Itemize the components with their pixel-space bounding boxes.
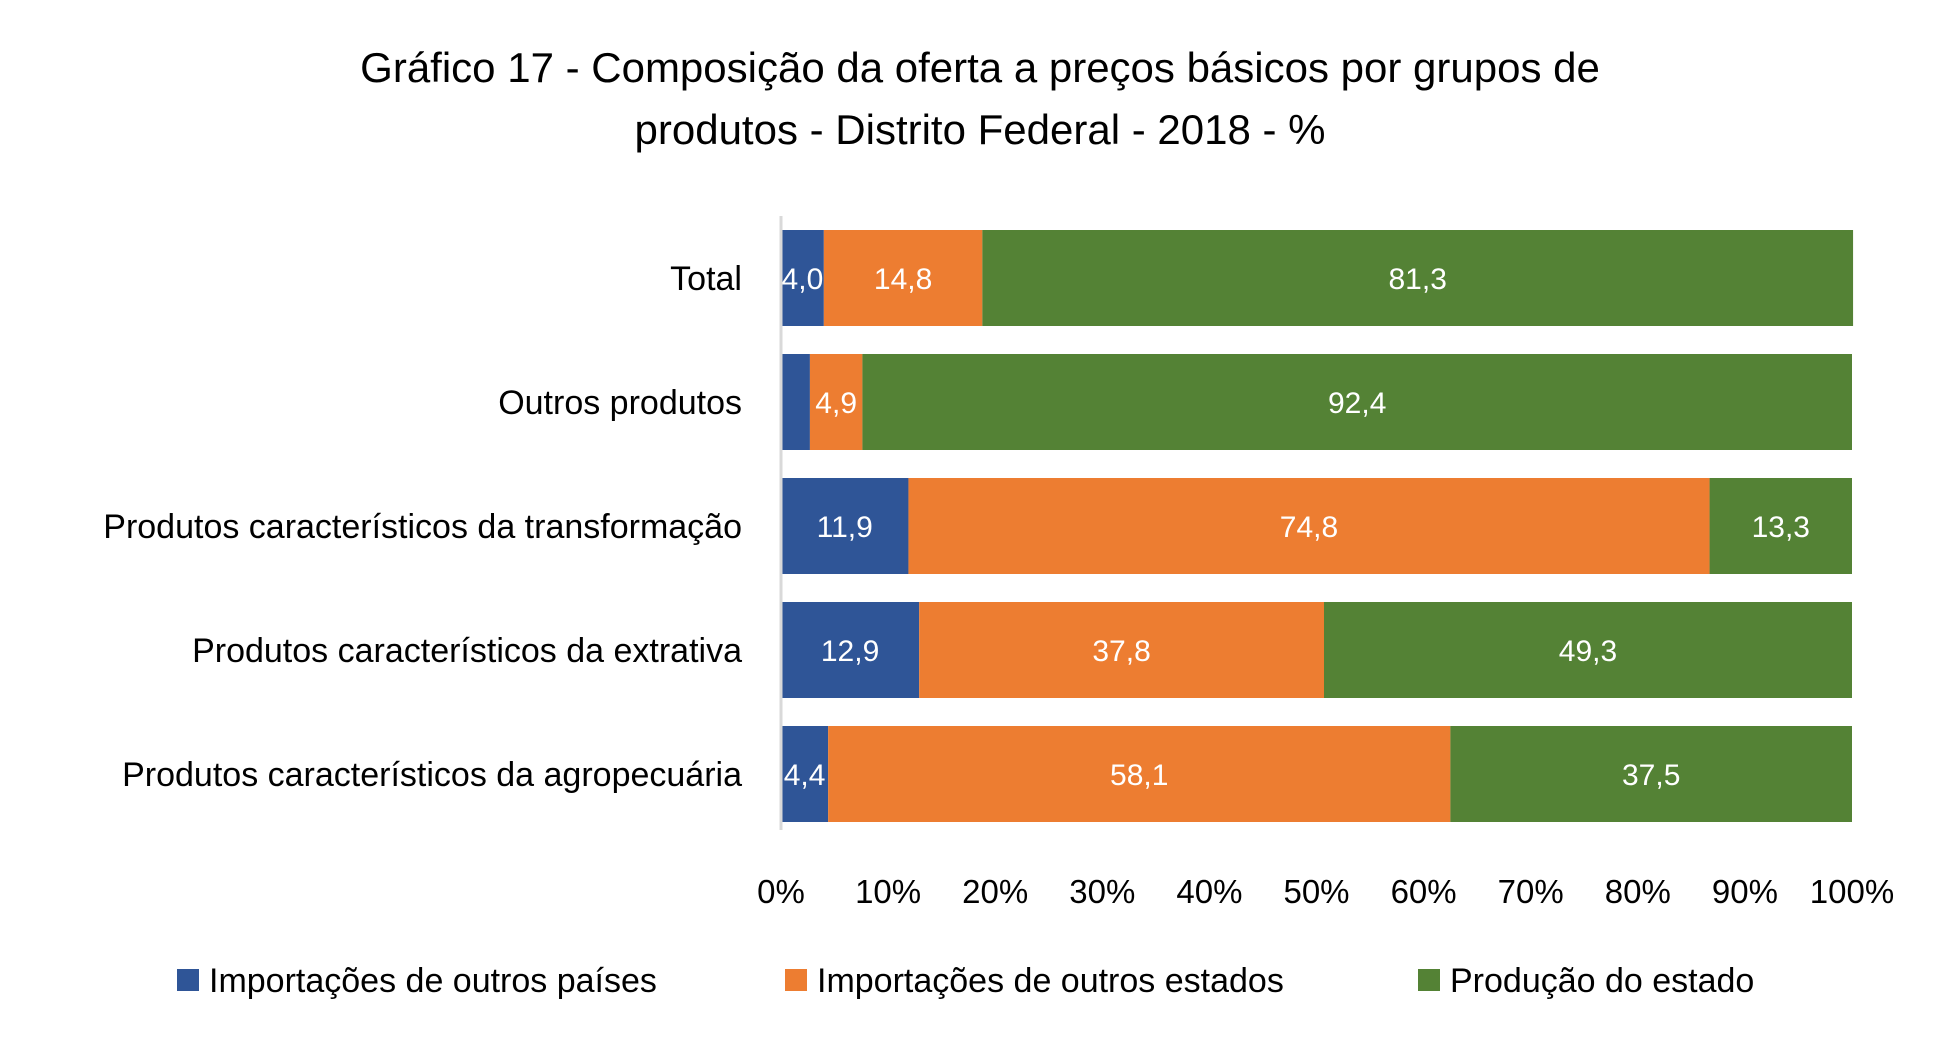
legend-label: Produção do estado	[1450, 962, 1754, 1000]
legend-label: Importações de outros estados	[817, 962, 1284, 1000]
data-label: 12,9	[821, 635, 879, 668]
bar-segment	[781, 602, 920, 698]
data-label: 4,0	[782, 263, 824, 296]
x-tick-label: 0%	[757, 873, 805, 910]
x-tick-label: 30%	[1069, 873, 1135, 910]
bar-segment	[982, 230, 1854, 326]
legend-label: Importações de outros países	[209, 962, 657, 1000]
data-label: 14,8	[874, 263, 932, 296]
legend-swatch	[785, 969, 807, 991]
bar-segment	[1323, 602, 1852, 698]
data-label: 4,9	[815, 387, 857, 420]
bar-segment	[1450, 726, 1852, 822]
data-label: 49,3	[1559, 635, 1617, 668]
x-tick-label: 20%	[962, 873, 1028, 910]
data-label: 13,3	[1752, 511, 1810, 544]
x-tick-label: 80%	[1605, 873, 1671, 910]
x-tick-label: 100%	[1810, 873, 1894, 910]
x-tick-label: 50%	[1283, 873, 1349, 910]
bar-segment	[908, 478, 1710, 574]
data-label: 37,8	[1092, 635, 1150, 668]
bar-segment	[781, 478, 909, 574]
data-label: 74,8	[1280, 511, 1338, 544]
bar-segment	[919, 602, 1324, 698]
chart-title-line-1: Gráfico 17 - Composição da oferta a preç…	[360, 44, 1600, 91]
category-label: Outros produtos	[498, 384, 742, 422]
x-tick-label: 60%	[1391, 873, 1457, 910]
data-label: 4,4	[784, 759, 826, 792]
bar-segment	[828, 726, 1451, 822]
x-tick-label: 10%	[855, 873, 921, 910]
bar-segment	[781, 354, 810, 450]
x-tick-label: 70%	[1498, 873, 1564, 910]
bar-segment	[1709, 478, 1852, 574]
data-label: 11,9	[817, 511, 873, 544]
chart-title-line-2: produtos - Distrito Federal - 2018 - %	[635, 106, 1326, 153]
bar-segment	[862, 354, 1852, 450]
bar-segment	[809, 354, 863, 450]
legend-swatch	[177, 969, 199, 991]
bar-segment	[781, 726, 829, 822]
x-tick-label: 90%	[1712, 873, 1778, 910]
category-label: Produtos característicos da transformaçã…	[103, 508, 742, 546]
bar-segment	[823, 230, 983, 326]
bar-segment	[781, 230, 824, 326]
legend-swatch	[1418, 969, 1440, 991]
data-label: 81,3	[1389, 263, 1447, 296]
category-label: Total	[670, 260, 742, 298]
data-label: 92,4	[1328, 387, 1386, 420]
category-label: Produtos característicos da agropecuária	[122, 756, 742, 794]
x-tick-label: 40%	[1176, 873, 1242, 910]
data-label: 37,5	[1622, 759, 1680, 792]
data-label: 58,1	[1110, 759, 1168, 792]
category-label: Produtos característicos da extrativa	[192, 632, 742, 670]
